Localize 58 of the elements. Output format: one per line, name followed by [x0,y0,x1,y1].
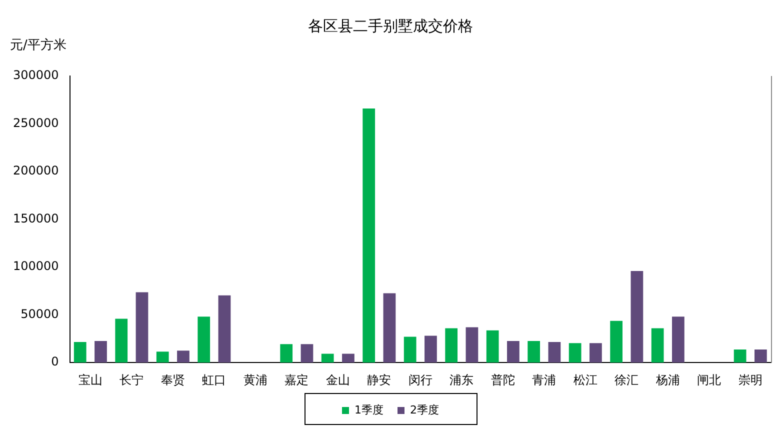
x-tick-label: 松江 [573,372,598,387]
bar [74,342,86,363]
bar [383,293,396,363]
x-tick-label: 虹口 [202,372,226,387]
chart-title: 各区县二手别墅成交价格 [308,16,473,35]
bar [466,327,478,363]
y-tick-label: 200000 [12,164,59,178]
bar [198,316,210,363]
bar [590,343,602,363]
bar [280,344,293,363]
x-tick-label: 青浦 [532,372,556,387]
bar [486,330,499,363]
x-tick-label: 宝山 [78,372,102,387]
y-tick-label: 0 [51,354,59,369]
bar [507,341,520,363]
bar [300,344,314,363]
bar [404,336,416,363]
bar [548,342,561,363]
legend-label: 1季度 [354,403,384,416]
y-axis-title: 元/平方米 [10,37,66,54]
bar [610,320,623,363]
x-tick-label: 长宁 [120,372,144,387]
y-tick-label: 250000 [12,116,59,130]
x-tick-label: 闵行 [408,372,432,387]
bar [115,318,128,363]
y-tick-label: 150000 [12,211,59,226]
bar [321,354,334,363]
x-tick-label: 徐汇 [614,372,639,387]
bar [630,270,644,363]
x-tick-label: 崇明 [738,372,762,387]
x-tick-label: 金山 [326,372,350,387]
bar [136,292,148,363]
bar [94,341,107,363]
y-tick-label: 50000 [20,306,59,321]
bar [342,354,354,363]
x-tick-label: 普陀 [490,372,515,387]
x-tick-label: 闸北 [697,372,722,387]
x-tick-label: 黄浦 [243,372,268,387]
bar [177,350,190,363]
legend-label: 2季度 [410,403,439,416]
y-tick-label: 300000 [12,68,59,82]
x-tick-label: 浦东 [450,372,474,387]
x-tick-label: 静安 [367,372,392,387]
x-tick-label: 奉贤 [160,372,185,387]
bar [218,295,231,363]
bar [445,328,458,363]
bar [156,352,169,363]
y-tick-label: 100000 [12,259,59,274]
bar [568,343,582,363]
bar [672,316,684,363]
bar [424,336,437,363]
bar [528,341,540,363]
bar [362,108,376,363]
x-tick-label: 杨浦 [654,372,680,387]
bar [754,350,767,363]
bar [651,328,664,363]
bar [734,350,746,363]
x-tick-label: 嘉定 [284,372,309,387]
